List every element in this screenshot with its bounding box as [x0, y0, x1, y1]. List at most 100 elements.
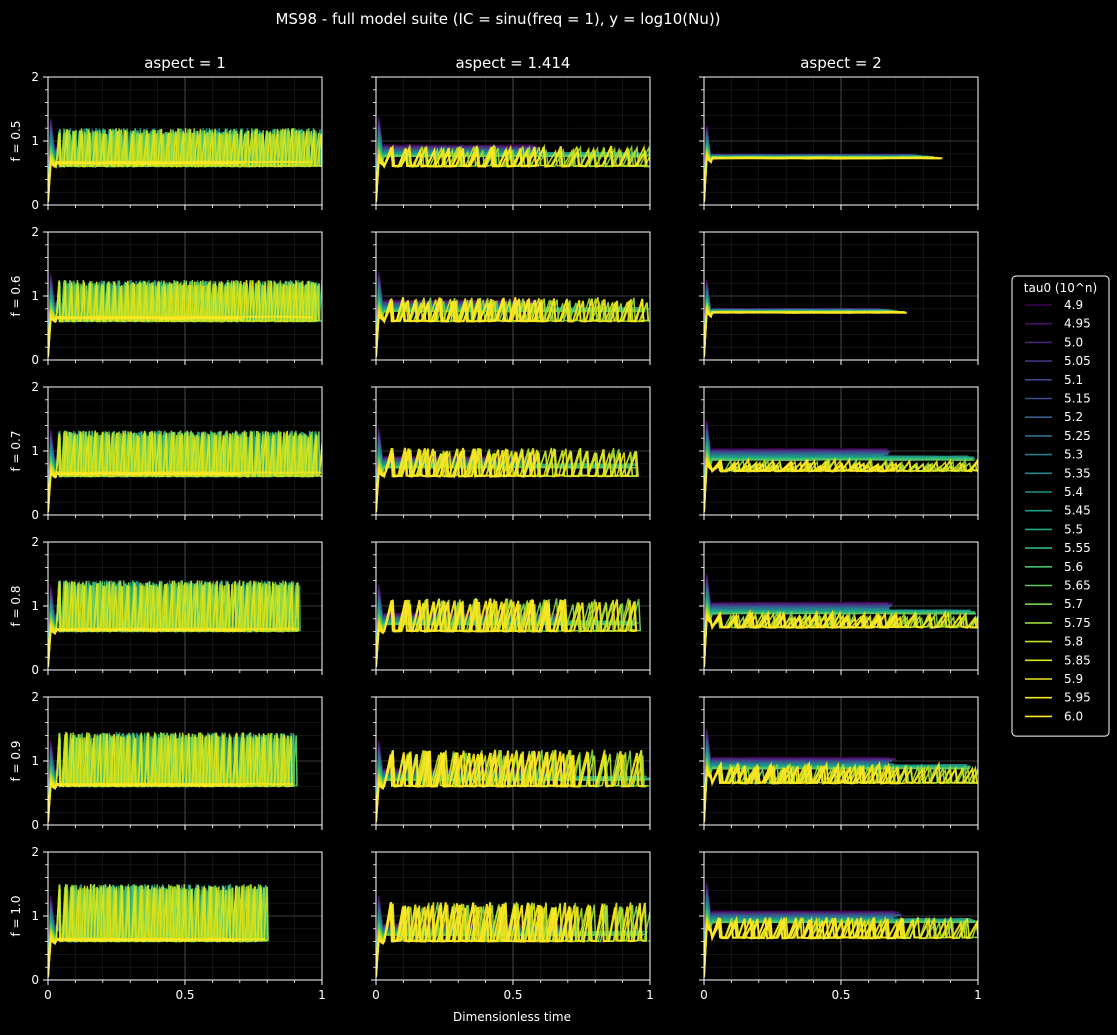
legend-entry: 5.15: [1064, 392, 1091, 406]
y-tick-label: 2: [31, 70, 39, 84]
x-tick-label: 0: [700, 988, 708, 1002]
legend-entry: 5.75: [1064, 616, 1091, 630]
series-line-6_0: [48, 938, 238, 977]
legend-entry: 5.45: [1064, 504, 1091, 518]
legend-entry: 5.6: [1064, 560, 1083, 574]
panel-r1-c1: 0 1 2 f = 0.5: [9, 70, 323, 212]
panel-r2-c2: [371, 231, 651, 365]
x-tick-label: 0: [44, 988, 52, 1002]
y-tick-label: 0: [31, 198, 39, 212]
x-axis-label: Dimensionless time: [453, 1010, 571, 1024]
legend-entry: 5.95: [1064, 691, 1091, 705]
panel-r1-c2: [371, 76, 651, 210]
series-line-6_0: [704, 156, 943, 202]
legend-entry: 5.25: [1064, 429, 1091, 443]
series-line-6_0: [376, 447, 533, 512]
legend-entry: 5.3: [1064, 448, 1083, 462]
legend-entry: 5.65: [1064, 579, 1091, 593]
row-label-1: f = 0.5: [9, 121, 23, 162]
legend-entry: 4.95: [1064, 317, 1091, 331]
panel-r6-c3: 0 0.5 1: [699, 851, 982, 1002]
series-line-6_0: [704, 917, 903, 977]
panel-r2-c1: 0 1 2 f = 0.6: [9, 225, 323, 367]
legend-entry: 5.7: [1064, 597, 1083, 611]
x-tick-label: 1: [974, 988, 982, 1002]
series-line-6_0: [48, 783, 244, 822]
panel-r5-c3: [699, 696, 979, 830]
legend-entry: 5.55: [1064, 541, 1091, 555]
row-label-3: f = 0.7: [9, 431, 23, 472]
legend-entry: 5.35: [1064, 466, 1091, 480]
series-line-6_0: [376, 146, 538, 202]
series-line-5_65: [704, 604, 976, 667]
column-title-1: aspect = 1: [144, 54, 226, 72]
y-tick-label: 0: [31, 508, 39, 522]
series-line-5_9: [704, 609, 978, 667]
x-tick-label: 0.5: [831, 988, 850, 1002]
x-tick-label: 0.5: [503, 988, 522, 1002]
legend-entry: 5.05: [1064, 354, 1091, 368]
series-line-6_0: [376, 750, 576, 822]
x-tick-label: 0.5: [175, 988, 194, 1002]
row-label-2: f = 0.6: [9, 276, 23, 317]
panel-r5-c1: 0 1 2 f = 0.9: [9, 690, 323, 832]
legend-entry: 5.9: [1064, 672, 1083, 686]
panel-r3-c1: 0 1 2 f = 0.7: [9, 380, 323, 522]
legend: tau0 (10^n) 4.9 4.95 5.0 5.05 5.1 5.15 5.2 5.25 5…: [1011, 275, 1110, 737]
series-line-6_0: [704, 458, 884, 512]
y-tick-label: 2: [31, 380, 39, 394]
legend-entry: 4.9: [1064, 298, 1083, 312]
y-tick-label: 0: [31, 663, 39, 677]
series-line-5_85: [376, 297, 645, 357]
panel-r4-c3: [699, 541, 979, 675]
y-tick-label: 1: [31, 134, 39, 148]
y-tick-label: 1: [31, 289, 39, 303]
column-title-2: aspect = 1.414: [456, 54, 571, 72]
series-line-6_0: [376, 901, 572, 977]
column-title-3: aspect = 2: [800, 54, 882, 72]
row-label-4: f = 0.8: [9, 586, 23, 627]
y-tick-label: 1: [31, 444, 39, 458]
panel-r3-c2: [371, 386, 651, 520]
series-line-5_45: [376, 138, 645, 202]
panel-r1-c3: [699, 76, 979, 210]
series-line-6_0: [704, 610, 897, 667]
series-line-6_0: [48, 161, 238, 202]
legend-entry: 5.85: [1064, 653, 1091, 667]
y-tick-label: 0: [31, 353, 39, 367]
legend-entry: 6.0: [1064, 709, 1083, 723]
panel-r5-c2: [371, 696, 651, 830]
legend-entry: 5.2: [1064, 410, 1083, 424]
series-line-6_0: [48, 628, 243, 667]
y-tick-label: 2: [31, 225, 39, 239]
panel-r4-c2: [371, 541, 651, 675]
legend-entry: 5.1: [1064, 373, 1083, 387]
y-tick-label: 0: [31, 973, 39, 987]
series-line-6_0: [376, 297, 544, 357]
legend-box: [1011, 275, 1110, 737]
legend-entry: 5.0: [1064, 335, 1083, 349]
y-tick-label: 0: [31, 818, 39, 832]
series-line-6_0: [48, 472, 241, 512]
legend-entry: 5.8: [1064, 635, 1083, 649]
y-tick-label: 1: [31, 909, 39, 923]
x-tick-label: 1: [646, 988, 654, 1002]
series-line-5_65: [704, 450, 975, 512]
figure-title: MS98 - full model suite (IC = sinu(freq …: [275, 10, 720, 28]
panel-r6-c2: 0 0.5 1: [371, 851, 654, 1002]
series-line-6_0: [376, 598, 564, 667]
x-tick-label: 0: [372, 988, 380, 1002]
panel-r6-c1: 0 0.5 1 0 1 2 f = 1.0: [9, 845, 326, 1002]
row-label-6: f = 1.0: [9, 896, 23, 937]
panel-r4-c1: 0 1 2 f = 0.8: [9, 535, 323, 677]
series-line-6_0: [704, 764, 892, 822]
legend-entry: 5.5: [1064, 522, 1083, 536]
panel-r3-c3: [699, 386, 979, 520]
panel-r2-c3: [699, 231, 979, 365]
series-line-5_85: [48, 128, 322, 202]
y-tick-label: 2: [31, 535, 39, 549]
y-tick-label: 1: [31, 599, 39, 613]
y-tick-label: 2: [31, 845, 39, 859]
